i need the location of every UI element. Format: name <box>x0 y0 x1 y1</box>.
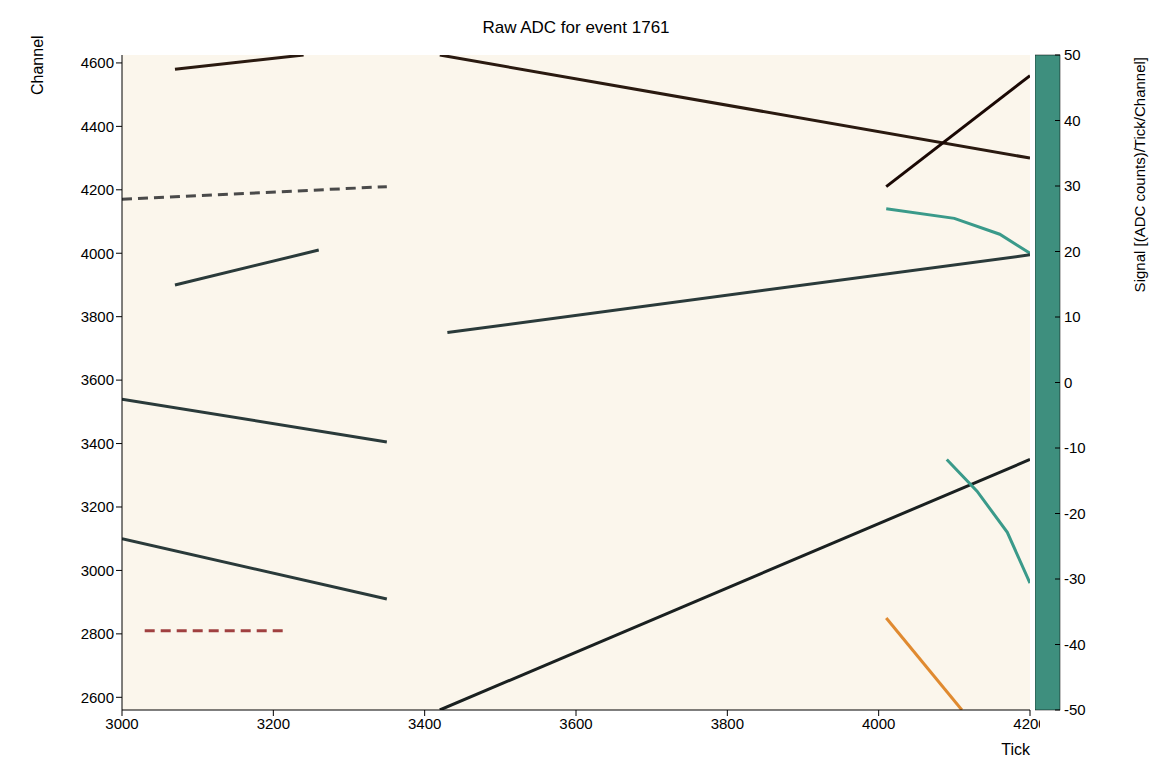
svg-text:Tick: Tick <box>1001 741 1031 758</box>
svg-text:3400: 3400 <box>408 715 441 732</box>
svg-text:Signal [(ADC counts)/Tick/Chan: Signal [(ADC counts)/Tick/Channel] <box>1131 57 1148 292</box>
svg-text:3000: 3000 <box>105 715 138 732</box>
svg-text:4200: 4200 <box>1013 715 1040 732</box>
svg-text:4400: 4400 <box>81 118 114 135</box>
svg-text:2600: 2600 <box>81 689 114 706</box>
svg-text:3000: 3000 <box>81 562 114 579</box>
html-text:Raw ADC for event 1761: Raw ADC for event 1761 <box>482 18 670 37</box>
svg-text:10: 10 <box>1064 308 1081 325</box>
svg-text:3800: 3800 <box>711 715 744 732</box>
svg-text:3600: 3600 <box>81 371 114 388</box>
svg-text:40: 40 <box>1064 112 1081 129</box>
svg-text:-30: -30 <box>1064 570 1086 587</box>
svg-text:4600: 4600 <box>81 54 114 71</box>
svg-text:4000: 4000 <box>862 715 895 732</box>
svg-text:3600: 3600 <box>559 715 592 732</box>
svg-text:30: 30 <box>1064 177 1081 194</box>
svg-text:3200: 3200 <box>257 715 290 732</box>
svg-text:3400: 3400 <box>81 435 114 452</box>
svg-text:-40: -40 <box>1064 636 1086 653</box>
svg-text:Channel: Channel <box>29 35 46 95</box>
svg-text:2800: 2800 <box>81 625 114 642</box>
svg-text:0: 0 <box>1064 374 1072 391</box>
svg-text:4000: 4000 <box>81 245 114 262</box>
svg-text:4200: 4200 <box>81 181 114 198</box>
svg-text:50: 50 <box>1064 46 1081 63</box>
svg-text:20: 20 <box>1064 243 1081 260</box>
svg-text:3200: 3200 <box>81 498 114 515</box>
svg-text:-50: -50 <box>1064 701 1086 718</box>
svg-text:-20: -20 <box>1064 505 1086 522</box>
svg-text:-10: -10 <box>1064 439 1086 456</box>
svg-text:3800: 3800 <box>81 308 114 325</box>
